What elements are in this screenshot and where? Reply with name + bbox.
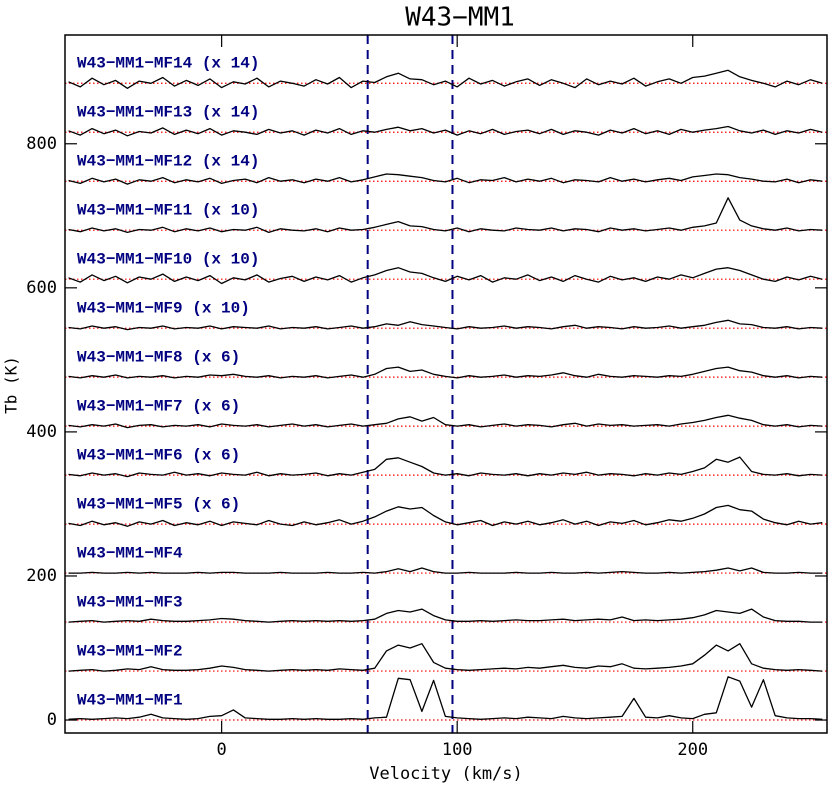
spectrum [68, 197, 823, 234]
spectrum [68, 125, 823, 137]
series-label: W43−MM1−MF9 (x 10) [77, 299, 250, 317]
spectrum [68, 267, 823, 285]
spectrum [68, 676, 823, 720]
spectrum [68, 319, 823, 331]
series-label: W43−MM1−MF7 (x 6) [77, 397, 240, 415]
series-label: W43−MM1−MF8 (x 6) [77, 348, 240, 366]
y-tick-label: 800 [26, 134, 57, 154]
series-label: W43−MM1−MF13 (x 14) [77, 103, 259, 121]
series-label: W43−MM1−MF10 (x 10) [77, 250, 259, 268]
x-tick-label: 100 [442, 740, 473, 760]
y-tick-label: 200 [26, 566, 57, 586]
chart-title: W43−MM1 [405, 3, 515, 33]
series-label: W43−MM1−MF12 (x 14) [77, 152, 259, 170]
series-label: W43−MM1−MF11 (x 10) [77, 201, 259, 219]
series-label: W43−MM1−MF6 (x 6) [77, 446, 240, 464]
y-tick-label: 0 [47, 710, 57, 730]
series-label: W43−MM1−MF14 (x 14) [77, 54, 259, 72]
series-label: W43−MM1−MF4 [77, 544, 183, 562]
series-label: W43−MM1−MF1 [77, 691, 183, 709]
y-tick-label: 600 [26, 278, 57, 298]
x-tick-label: 200 [677, 740, 708, 760]
plot-frame [64, 34, 828, 734]
x-axis-label: Velocity (km/s) [369, 764, 523, 784]
series-label: W43−MM1−MF5 (x 6) [77, 495, 240, 513]
spectrum [68, 608, 823, 623]
series-label: W43−MM1−MF3 [77, 593, 183, 611]
x-tick-label: 0 [217, 740, 227, 760]
spectrum [68, 414, 823, 429]
spectrum [68, 643, 823, 672]
spectrum [68, 69, 823, 89]
series-label: W43−MM1−MF2 [77, 642, 183, 660]
spectrum [68, 173, 823, 185]
y-axis-label: Tb (K) [2, 356, 21, 414]
spectrum [68, 456, 823, 478]
spectrum [68, 366, 823, 379]
spectrum [68, 567, 823, 574]
y-tick-label: 400 [26, 422, 57, 442]
spectrum [68, 504, 823, 527]
